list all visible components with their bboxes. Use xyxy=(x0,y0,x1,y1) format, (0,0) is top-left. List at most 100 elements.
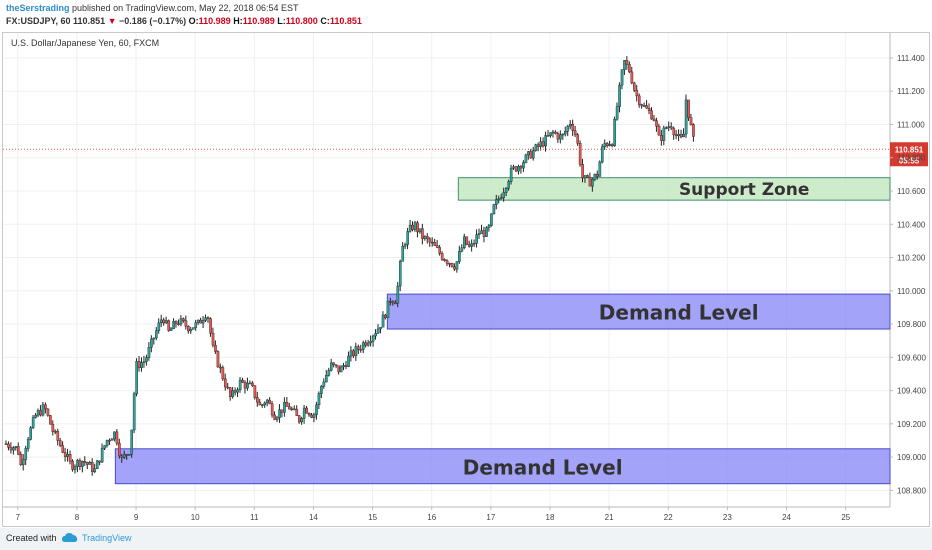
symbol-label[interactable]: FX:USDJPY, 60 xyxy=(6,16,71,26)
candle xyxy=(236,387,239,398)
candle-body xyxy=(477,233,481,235)
candle xyxy=(216,350,220,368)
candle-body xyxy=(68,454,72,462)
candle xyxy=(334,364,338,369)
candle-body xyxy=(270,403,274,416)
candle xyxy=(566,124,570,137)
candle-body xyxy=(522,162,525,169)
candle xyxy=(61,441,65,454)
candle-body xyxy=(275,417,279,420)
candle-body xyxy=(559,134,562,140)
candle-body xyxy=(315,404,318,415)
candle xyxy=(120,453,124,463)
candle-body xyxy=(108,439,111,442)
candle xyxy=(426,233,429,244)
candle xyxy=(431,237,434,247)
candle xyxy=(645,100,648,109)
candle xyxy=(549,132,552,138)
candle-body xyxy=(302,407,306,419)
candle xyxy=(586,174,589,178)
candle xyxy=(480,224,483,234)
candle-body xyxy=(512,166,515,169)
x-tick-label: 7 xyxy=(16,513,21,522)
candle-body xyxy=(46,408,50,416)
candle-body xyxy=(19,454,23,466)
candle-body xyxy=(17,446,20,455)
candle xyxy=(251,380,254,388)
candle xyxy=(618,82,621,113)
candle xyxy=(470,239,474,252)
candle xyxy=(527,151,530,160)
candle xyxy=(194,319,198,331)
candle-body xyxy=(637,95,641,105)
demand-zone-label: Demand Level xyxy=(599,301,759,325)
candle-body xyxy=(273,414,276,420)
candle-body xyxy=(216,351,220,368)
candle xyxy=(561,133,565,140)
candle-body xyxy=(105,439,109,446)
candle-body xyxy=(490,213,493,226)
candle xyxy=(317,391,321,410)
candle xyxy=(231,387,235,399)
candle xyxy=(450,262,454,268)
tradingview-brand-link[interactable]: TradingView xyxy=(82,533,132,543)
chart-canvas[interactable]: Support Zone Demand Level Demand Level 110.… xyxy=(3,33,929,526)
candle-body xyxy=(502,192,506,199)
candle xyxy=(477,228,481,239)
candle-body xyxy=(605,143,609,146)
candle xyxy=(435,239,439,249)
candle-body xyxy=(568,123,572,127)
candle-body xyxy=(463,236,466,249)
tradingview-cloud-icon[interactable] xyxy=(62,532,78,544)
candle-body xyxy=(532,150,535,159)
chart-panel[interactable]: Support Zone Demand Level Demand Level 110.… xyxy=(2,32,930,527)
candle xyxy=(502,187,506,202)
candle xyxy=(546,130,550,137)
candle-body xyxy=(519,166,523,169)
candle-body xyxy=(127,454,131,456)
candle-body xyxy=(692,124,695,137)
candle-body xyxy=(564,131,567,135)
demand-zone xyxy=(114,448,891,485)
candle-body xyxy=(647,108,651,111)
candle-body xyxy=(586,175,589,178)
candle xyxy=(610,143,614,148)
candle xyxy=(608,140,612,147)
y-tick-label: 110.800 xyxy=(897,154,926,163)
candle xyxy=(275,416,279,423)
candle xyxy=(640,103,644,109)
candle-body xyxy=(411,224,414,230)
candle-body xyxy=(290,408,294,411)
y-tick-label: 108.800 xyxy=(897,486,926,495)
candle-body xyxy=(645,105,648,109)
candle xyxy=(4,440,8,445)
candle xyxy=(177,319,180,326)
candle xyxy=(369,335,373,347)
candle xyxy=(51,420,55,436)
candle xyxy=(507,179,510,191)
candle-body xyxy=(320,386,323,394)
candle-body xyxy=(24,448,28,460)
support-zone-label: Support Zone xyxy=(679,180,809,200)
candle-body xyxy=(196,319,200,323)
candle-body xyxy=(51,424,55,432)
candle xyxy=(418,228,422,234)
candle xyxy=(241,377,244,383)
y-tick-label: 110.400 xyxy=(897,220,926,229)
candle-body xyxy=(90,462,94,472)
candle-body xyxy=(354,346,358,357)
candle-body xyxy=(246,382,249,389)
published-text: published on TradingView.com, May 22, 20… xyxy=(72,3,299,13)
candle xyxy=(443,258,446,262)
candle xyxy=(394,300,397,305)
candle-body xyxy=(305,407,308,414)
candle-body xyxy=(413,222,417,230)
candle-body xyxy=(687,99,690,118)
candle-body xyxy=(470,243,474,247)
author-link[interactable]: theSerstrading xyxy=(6,3,70,13)
candle xyxy=(517,164,520,175)
candle-body xyxy=(81,461,84,467)
down-arrow-icon: ▼ xyxy=(107,16,117,26)
candle-body xyxy=(73,466,77,470)
candle-body xyxy=(394,302,397,305)
